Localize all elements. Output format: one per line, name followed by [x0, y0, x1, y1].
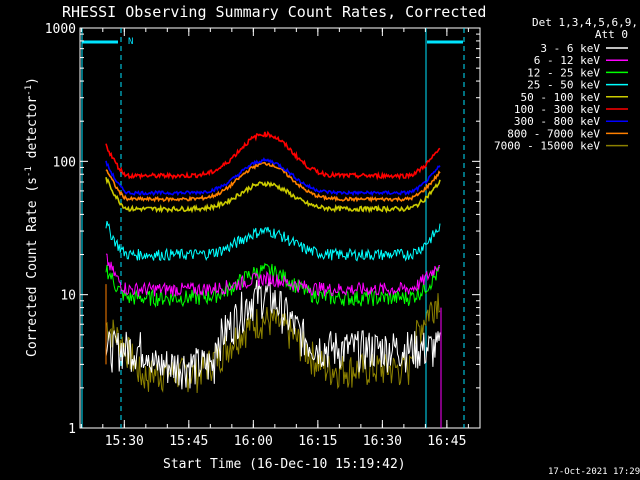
x-tick-label: 16:15: [298, 434, 337, 449]
series-line: [105, 157, 441, 197]
plot-frame: [79, 27, 481, 429]
series-line: [105, 220, 441, 262]
series-line: [105, 177, 441, 214]
series-line: [105, 161, 441, 203]
chart-title: RHESSI Observing Summary Count Rates, Co…: [62, 3, 486, 21]
legend-entry: 50 - 100 keV: [521, 91, 601, 104]
legend-header: Att 0: [595, 28, 628, 41]
x-ticks: 15:30 15:45 16:00 16:15 16:30 16:45: [80, 28, 469, 449]
x-tick-label: 15:30: [105, 434, 144, 449]
series-line: [105, 130, 441, 181]
legend-entry: 12 - 25 keV: [527, 66, 600, 79]
y-tick-label: 10: [60, 289, 76, 304]
series-line: [105, 253, 441, 297]
series-group: [105, 130, 442, 428]
y-axis-label: Corrected Count Rate (s-1 detector-1): [24, 77, 40, 357]
y-tick-label: 100: [53, 155, 76, 170]
x-tick-label: 16:45: [427, 434, 466, 449]
series-line: [105, 278, 441, 390]
legend-header: Det 1,3,4,5,6,9,: [532, 16, 638, 29]
plot-area: N 1 10 100 1000 15:30 15:45 16:00 16:15 16:30 16…: [45, 22, 481, 449]
y-ticks: 1 10 100 1000: [45, 22, 480, 437]
legend-entry: 6 - 12 keV: [534, 54, 601, 67]
x-tick-label: 16:30: [363, 434, 402, 449]
legend-entry: 100 - 300 keV: [514, 103, 600, 116]
x-axis-label: Start Time (16-Dec-10 15:19:42): [163, 457, 406, 472]
legend-entry: 800 - 7000 keV: [507, 127, 600, 140]
legend-entry: 25 - 50 keV: [527, 79, 600, 92]
x-tick-label: 15:45: [169, 434, 208, 449]
footer-timestamp: 17-Oct-2021 17:29: [548, 467, 640, 477]
legend-entry: 3 - 6 keV: [540, 42, 600, 55]
y-tick-label: 1: [68, 422, 76, 437]
legend-entry: 7000 - 15000 keV: [494, 140, 600, 153]
night-marker: N: [128, 37, 133, 47]
legend-entry: 300 - 800 keV: [514, 115, 600, 128]
x-tick-label: 16:00: [234, 434, 273, 449]
saa-bars: N: [82, 37, 463, 47]
y-tick-label: 1000: [45, 22, 76, 37]
